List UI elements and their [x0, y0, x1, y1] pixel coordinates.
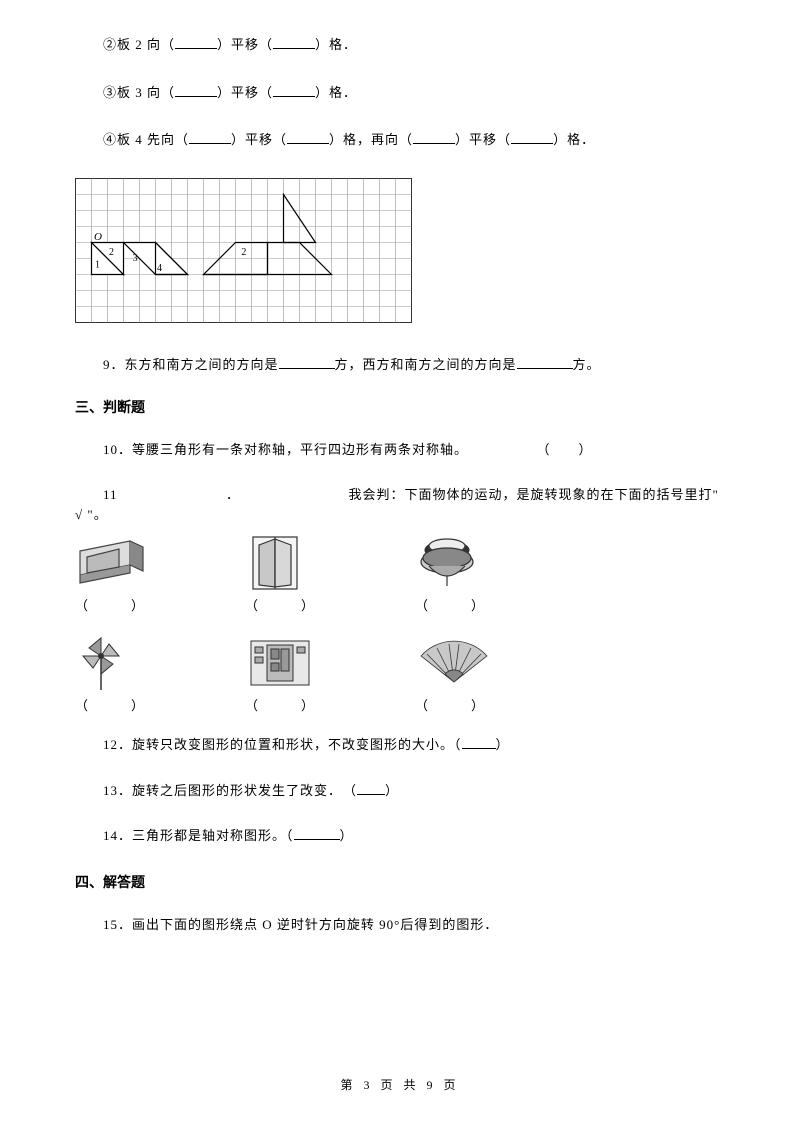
paren-blank[interactable]: （ ） — [245, 596, 315, 616]
svg-text:4: 4 — [157, 262, 162, 273]
section-3-heading: 三、判断题 — [75, 397, 725, 418]
text: ）格，再向（ — [329, 132, 413, 147]
question-11: 11 ． 我会判：下面物体的运动，是旋转现象的在下面的括号里打" √ "。 — [75, 485, 725, 524]
text: ③板 3 向（ — [103, 85, 175, 100]
text: ）平移（ — [455, 132, 511, 147]
text: ）格． — [553, 132, 595, 147]
blank[interactable] — [175, 83, 217, 97]
question-10: 10．等腰三角形有一条对称轴，平行四边形有两条对称轴。 （ ） — [75, 440, 725, 460]
num: 11 — [103, 487, 118, 502]
text: 9．东方和南方之间的方向是 — [103, 357, 279, 372]
img-cell-door: （ ） — [245, 536, 415, 630]
fan-icon — [415, 636, 493, 690]
blank[interactable] — [287, 130, 329, 144]
blank[interactable] — [511, 130, 553, 144]
img-cell-fan: （ ） — [415, 636, 585, 730]
img-cell-pinwheel: （ ） — [75, 636, 245, 730]
text: ）平移（ — [217, 85, 273, 100]
img-cell-shelf: （ ） — [245, 636, 415, 730]
drawer-icon — [75, 536, 145, 590]
text: ）格． — [315, 85, 357, 100]
blank[interactable] — [279, 355, 335, 369]
blank[interactable] — [273, 35, 315, 49]
svg-text:3: 3 — [133, 253, 138, 264]
text: ） — [385, 783, 399, 798]
spinning-top-icon — [415, 536, 479, 590]
pinwheel-icon — [75, 636, 127, 690]
svg-text:1: 1 — [95, 259, 100, 270]
text: ④板 4 先向（ — [103, 132, 189, 147]
image-row-2: （ ） （ ） — [75, 636, 725, 730]
text: 10．等腰三角形有一条对称轴，平行四边形有两条对称轴。 — [103, 442, 468, 457]
paren-blank[interactable]: （ ） — [245, 696, 315, 716]
question-14: 14．三角形都是轴对称图形。（ ） — [75, 826, 725, 846]
text: ） — [340, 828, 354, 843]
grid-svg: O12342 — [75, 178, 413, 324]
paren-blank[interactable]: （ ） — [537, 442, 593, 457]
img-cell-top: （ ） — [415, 536, 585, 630]
blank[interactable] — [357, 781, 385, 795]
dot: ． — [226, 487, 240, 502]
page-footer: 第 3 页 共 9 页 — [0, 1076, 800, 1094]
shelf-icon — [245, 636, 315, 690]
question-15: 15．画出下面的图形绕点 O 逆时针方向旋转 90°后得到的图形． — [75, 915, 725, 935]
footer-current: 第 3 页 — [340, 1078, 396, 1092]
blank[interactable] — [273, 83, 315, 97]
blank[interactable] — [175, 35, 217, 49]
item-4: ④板 4 先向（ ）平移（ ）格，再向（ ）平移（ ）格． — [75, 130, 725, 150]
svg-text:2: 2 — [109, 246, 114, 257]
text: ）平移（ — [217, 37, 273, 52]
door-icon — [245, 536, 305, 590]
text: 方。 — [573, 357, 601, 372]
blank[interactable] — [517, 355, 573, 369]
img-cell-drawer: （ ） — [75, 536, 245, 630]
text: 13．旋转之后图形的形状发生了改变． （ — [103, 783, 357, 798]
text: ）平移（ — [231, 132, 287, 147]
paren-blank[interactable]: （ ） — [415, 696, 485, 716]
blank[interactable] — [189, 130, 231, 144]
blank[interactable] — [413, 130, 455, 144]
text: ）格． — [315, 37, 357, 52]
paren-blank[interactable]: （ ） — [75, 596, 145, 616]
image-row-1: （ ） （ ） （ ） — [75, 536, 725, 630]
footer-total: 共 9 页 — [404, 1078, 460, 1092]
text: 12．旋转只改变图形的位置和形状，不改变图形的大小。（ — [103, 737, 462, 752]
text: ） — [496, 737, 510, 752]
item-3: ③板 3 向（ ）平移（ ）格． — [75, 83, 725, 103]
grid-figure: O12342 — [75, 178, 725, 330]
section-4-heading: 四、解答题 — [75, 872, 725, 893]
text: 14．三角形都是轴对称图形。（ — [103, 828, 294, 843]
question-9: 9．东方和南方之间的方向是 方，西方和南方之间的方向是 方。 — [75, 355, 725, 375]
svg-text:O: O — [94, 231, 102, 243]
question-13: 13．旋转之后图形的形状发生了改变． （ ） — [75, 781, 725, 801]
paren-blank[interactable]: （ ） — [415, 596, 485, 616]
text: 我会判：下面物体的运动，是旋转现象的在下面的括号里打" √ "。 — [75, 487, 719, 522]
question-12: 12．旋转只改变图形的位置和形状，不改变图形的大小。（ ） — [75, 735, 725, 755]
paren-blank[interactable]: （ ） — [75, 696, 145, 716]
blank[interactable] — [462, 735, 496, 749]
text: 方，西方和南方之间的方向是 — [335, 357, 517, 372]
item-2: ②板 2 向（ ）平移（ ）格． — [75, 35, 725, 55]
blank[interactable] — [294, 826, 340, 840]
text: ②板 2 向（ — [103, 37, 175, 52]
svg-text:2: 2 — [241, 246, 246, 257]
